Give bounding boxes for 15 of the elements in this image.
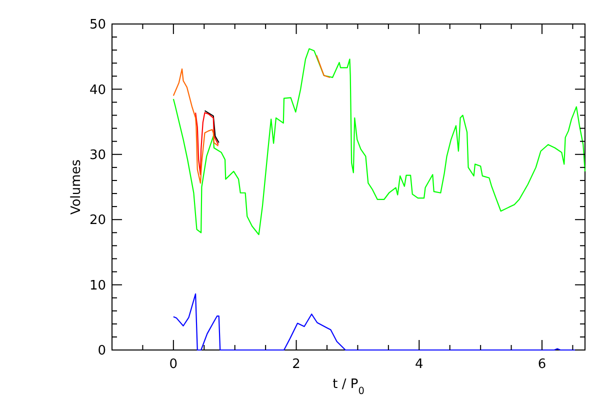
y-tick-label: 40 bbox=[89, 82, 106, 98]
line-series bbox=[194, 112, 219, 176]
line-series bbox=[172, 48, 586, 236]
x-tick-label: 0 bbox=[169, 357, 178, 372]
x-tick-label: 6 bbox=[538, 357, 546, 372]
y-tick-label: 30 bbox=[89, 148, 106, 163]
y-tick-label: 20 bbox=[89, 213, 106, 228]
y-tick-label: 50 bbox=[89, 18, 106, 33]
x-tick-label: 2 bbox=[292, 357, 300, 372]
y-tick-label: 0 bbox=[98, 344, 106, 359]
x-axis-title: t / P$_{0}$ bbox=[332, 377, 364, 396]
line-series bbox=[204, 110, 220, 144]
x-tick-label: 4 bbox=[415, 357, 424, 372]
y-tick-label: 10 bbox=[89, 278, 106, 294]
y-axis-title: Volumes bbox=[69, 159, 84, 215]
